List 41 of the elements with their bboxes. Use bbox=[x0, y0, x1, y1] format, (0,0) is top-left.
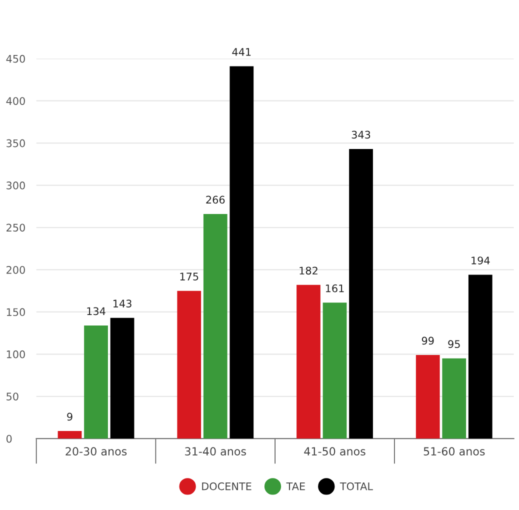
data-label: 161 bbox=[326, 284, 344, 292]
x-tick-label: 51-60 anos bbox=[424, 447, 485, 456]
data-label: 9 bbox=[67, 412, 72, 421]
x-tick-label: 31-40 anos bbox=[185, 447, 246, 456]
bar bbox=[203, 214, 228, 439]
data-label: 143 bbox=[113, 300, 132, 308]
data-label: 175 bbox=[180, 272, 198, 280]
legend-label: DOCENTE bbox=[202, 482, 252, 490]
legend-label: TOTAL bbox=[340, 482, 373, 490]
y-tick-label: 450 bbox=[6, 54, 25, 63]
y-tick-label: 400 bbox=[6, 97, 25, 105]
y-tick-label: 0 bbox=[6, 434, 12, 443]
bar bbox=[84, 325, 108, 439]
y-tick-label: 250 bbox=[6, 224, 25, 232]
bar bbox=[349, 148, 373, 439]
data-label: 95 bbox=[448, 340, 460, 348]
y-tick-label: 50 bbox=[6, 392, 18, 400]
bar bbox=[468, 274, 492, 439]
data-label: 182 bbox=[300, 266, 318, 275]
bar bbox=[442, 358, 466, 439]
y-tick-label: 200 bbox=[6, 266, 25, 274]
data-label: 266 bbox=[206, 196, 225, 204]
bar bbox=[322, 302, 347, 439]
bar bbox=[58, 431, 82, 439]
data-label: 194 bbox=[472, 256, 490, 264]
data-label: 441 bbox=[232, 48, 251, 56]
y-tick-label: 100 bbox=[6, 350, 25, 358]
data-label: 134 bbox=[87, 307, 106, 316]
bar bbox=[110, 318, 134, 439]
bar bbox=[230, 66, 254, 439]
bar bbox=[416, 355, 440, 439]
y-tick-label: 350 bbox=[6, 139, 25, 148]
y-tick-label: 300 bbox=[6, 182, 25, 190]
y-tick-label: 150 bbox=[6, 308, 25, 316]
x-tick-label: 20-30 anos bbox=[66, 447, 127, 456]
x-tick-label: 41-50 anos bbox=[304, 447, 366, 456]
data-label: 99 bbox=[422, 336, 434, 345]
legend-label: TAE bbox=[286, 482, 305, 490]
bar bbox=[177, 290, 202, 439]
data-label: 343 bbox=[352, 130, 370, 139]
bar bbox=[296, 284, 320, 439]
